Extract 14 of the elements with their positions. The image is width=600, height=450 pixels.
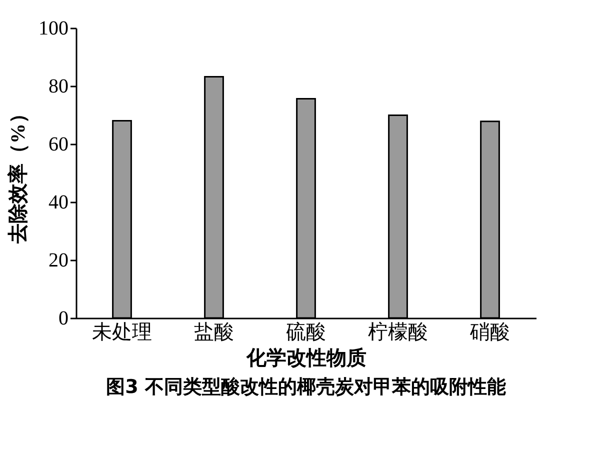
x-tick-label: 盐酸 <box>194 322 234 344</box>
y-tick-label: 0 <box>58 308 68 330</box>
x-tick-label: 硝酸 <box>469 322 510 344</box>
y-tick-label: 100 <box>38 18 68 40</box>
x-tick-label: 硫酸 <box>286 322 326 344</box>
text: 图3 不同类型酸改性的椰壳炭对甲苯的吸附性能 <box>106 376 506 398</box>
y-axis-title: 去除效率（%） <box>6 104 30 244</box>
y-tick-label: 20 <box>48 250 68 272</box>
y-tick-label: 60 <box>48 134 68 156</box>
x-tick-label: 未处理 <box>92 322 152 344</box>
y-tick-label: 80 <box>48 76 68 98</box>
y-tick-label: 40 <box>48 192 68 214</box>
x-axis-title: 化学改性物质 <box>246 346 366 370</box>
x-tick-label: 柠檬酸 <box>368 322 428 344</box>
